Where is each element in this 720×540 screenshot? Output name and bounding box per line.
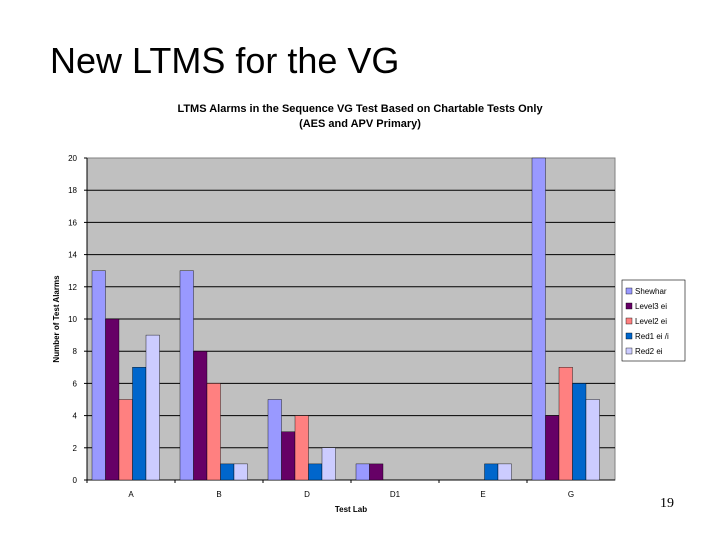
y-tick-label: 12 [68,283,77,292]
bar-shewhar-g [531,157,546,481]
bar-level3-ei-a [105,318,120,481]
bar-red1-ei-i-e [484,463,499,481]
y-tick-label: 16 [68,218,77,227]
bar-shewhar-b [179,270,194,481]
y-tick-label: 0 [73,476,78,485]
bar-level3-ei-g [545,415,560,481]
y-tick-label: 18 [68,186,77,195]
bar-level2-ei-b [206,383,221,481]
bar-red2-ei-a [145,334,160,481]
legend-label: Level3 ei [635,302,667,311]
legend-box [621,279,686,362]
y-tick-label: 2 [73,444,78,453]
bar-red1-ei-i-g [572,383,587,481]
legend-label: Red1 ei /i [635,332,669,341]
bar-red2-ei-e [497,463,512,481]
x-tick-label: D [304,490,310,499]
y-axis: 0 2 4 6 8 10 12 14 16 18 20 Number of Test Alarms [52,154,88,485]
chart-title-line-2: (AES and APV Primary) [299,118,421,130]
bar-level3-ei-b [193,351,208,481]
legend-label: Red2 ei [635,347,663,356]
legend-swatch [625,287,633,295]
legend-swatch [625,302,633,310]
legend: Shewhar Level3 ei Level2 ei Red1 ei /i Red2 … [621,279,686,362]
legend-swatch [625,317,633,325]
y-tick-label: 6 [73,379,78,388]
bar-shewhar-a [91,270,106,481]
x-tick-label: A [128,490,134,499]
y-axis-label: Number of Test Alarms [52,275,61,363]
bar-level2-ei-g [558,367,573,481]
legend-label: Shewhar [635,287,667,296]
x-axis-label: Test Lab [335,505,367,514]
bar-red1-ei-i-a [132,367,147,481]
x-tick-label: D1 [390,490,401,499]
legend-label: Level2 ei [635,317,667,326]
bar-level3-ei-d1 [369,463,384,481]
x-tick-label: B [216,490,221,499]
y-tick-label: 4 [73,412,78,421]
y-tick-label: 10 [68,315,77,324]
y-tick-label: 14 [68,251,77,260]
bar-red1-ei-i-b [220,463,235,481]
bar-red2-ei-b [233,463,248,481]
chart-title: LTMS Alarms in the Sequence VG Test Base… [110,102,610,132]
legend-swatch [625,332,633,340]
bars [91,157,600,481]
legend-swatch [625,347,633,355]
y-tick-label: 8 [73,347,78,356]
plot-area [86,157,616,481]
slide-title: New LTMS for the VG [50,40,400,81]
chart-title-line-1: LTMS Alarms in the Sequence VG Test Base… [177,103,543,115]
y-tick-label: 20 [68,154,77,163]
bar-shewhar-d1 [355,463,370,481]
bar-level2-ei-a [118,399,133,481]
bar-red2-ei-g [585,399,600,481]
bar-red1-ei-i-d [308,463,323,481]
bar-level3-ei-d [281,431,296,481]
x-tick-label: G [568,490,574,499]
bar-level2-ei-d [294,415,309,481]
x-tick-label: E [480,490,485,499]
bar-red2-ei-d [321,447,336,481]
page-number: 19 [660,496,674,511]
bar-shewhar-d [267,399,282,481]
x-axis: A B D D1 E G Test Lab [86,479,615,514]
